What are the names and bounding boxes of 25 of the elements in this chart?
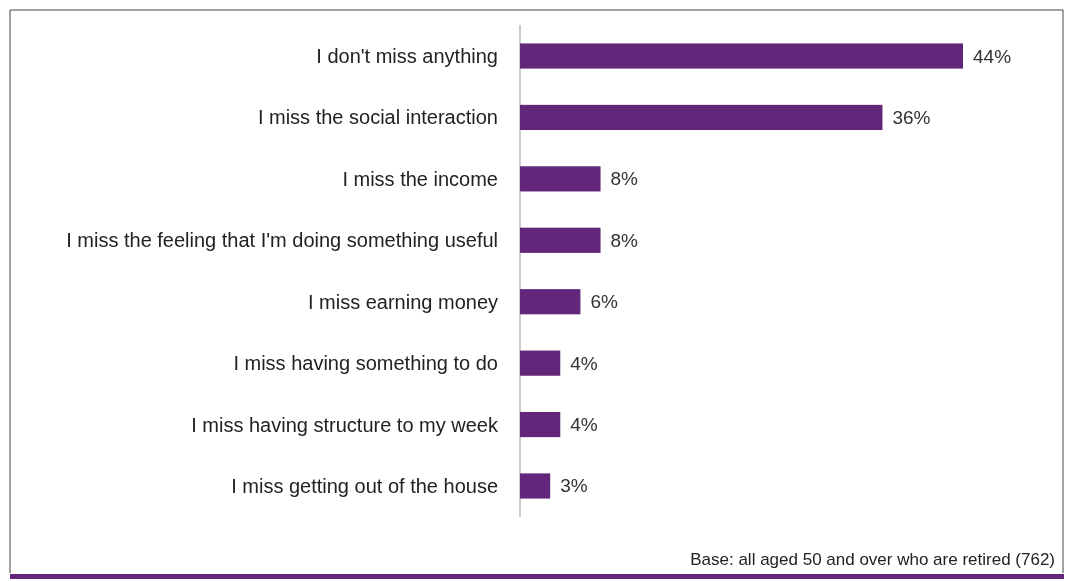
data-label: 6% xyxy=(590,291,618,313)
y-tick-label: I miss having structure to my week xyxy=(191,413,499,436)
data-label: 4% xyxy=(570,414,598,436)
data-label: 4% xyxy=(570,352,598,374)
y-tick-label: I miss earning money xyxy=(307,290,498,313)
bar xyxy=(520,411,561,438)
data-label: 8% xyxy=(610,229,639,251)
bar xyxy=(520,43,963,69)
y-tick-label: I miss getting out of the house xyxy=(231,474,498,497)
y-tick-label: I don't miss anything xyxy=(316,45,498,68)
bar xyxy=(520,227,601,253)
bar xyxy=(520,289,581,315)
data-label: 36% xyxy=(892,106,931,128)
bar xyxy=(520,104,883,131)
data-label: 3% xyxy=(560,475,588,497)
y-tick-label: I miss the social interaction xyxy=(257,106,498,129)
data-label: 8% xyxy=(610,168,639,190)
data-label: 44% xyxy=(973,45,1012,67)
y-tick-label: I miss the income xyxy=(342,167,498,190)
y-tick-label: I miss the feeling that I'm doing something useful xyxy=(66,229,498,252)
text: Base: all aged 50 and over who are retired (762) xyxy=(690,550,1055,569)
bar xyxy=(520,166,601,192)
y-tick-label: I miss having something to do xyxy=(233,352,498,375)
bar xyxy=(520,473,551,499)
bar xyxy=(520,350,561,376)
